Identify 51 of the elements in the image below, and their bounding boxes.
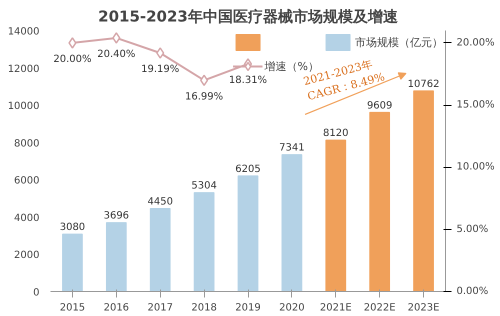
x-tick-label: 2021E [320, 302, 352, 314]
data-label: 19.19% [141, 64, 180, 75]
bar [150, 208, 171, 292]
data-label: 20.00% [53, 54, 92, 65]
y-tick-label: 6000 [14, 176, 40, 187]
bar [194, 192, 214, 292]
data-label: 5304 [191, 180, 217, 192]
y-tick-label: 2000 [14, 250, 40, 262]
bar [369, 112, 390, 292]
y2-tick-label: 15.00% [456, 100, 495, 111]
x-tick-label: 2019 [235, 302, 261, 314]
data-label: 10762 [408, 78, 440, 90]
x-tick-label: 2023E [408, 302, 440, 314]
chart-title: 2015-2023年中国医疗器械市场规模及增速 [98, 8, 399, 26]
y2-tick-label: 0.00% [456, 286, 488, 297]
x-tick-label: 2017 [148, 302, 173, 314]
x-tick-label: 2015 [60, 302, 86, 314]
x-tick-label: 2020 [279, 302, 305, 314]
data-label: 8120 [323, 128, 349, 140]
data-label: 16.99% [185, 91, 224, 102]
x-tick-label: 2016 [104, 302, 130, 314]
bar [325, 140, 346, 292]
data-label: 9609 [366, 100, 392, 112]
x-tick-label: 2018 [191, 302, 217, 314]
point [156, 47, 164, 59]
y-tick-label: 0 [33, 288, 40, 298]
y2-tick-label: 10.00% [456, 162, 495, 173]
data-label: 3080 [60, 222, 86, 234]
y-tick-label: 4000 [14, 212, 40, 224]
point [200, 74, 208, 86]
data-label: 7341 [279, 142, 305, 154]
point [112, 32, 120, 44]
data-label: 18.31% [228, 74, 268, 86]
bar [413, 90, 434, 292]
bar [282, 154, 302, 292]
data-label: 20.40% [97, 48, 136, 60]
data-label: 3696 [104, 210, 130, 222]
y-tick-label: 10000 [8, 101, 40, 112]
bar [238, 175, 258, 292]
x-tick-label: 2022E [364, 302, 396, 314]
bar [106, 222, 127, 292]
y-tick-label: 14000 [8, 26, 40, 38]
y-tick-label: 8000 [14, 138, 40, 150]
data-label: 6205 [235, 164, 261, 175]
legend-label: 市场规模（亿元） [355, 34, 443, 50]
y2-tick-label: 20.00% [456, 37, 495, 48]
y-tick-label: 12000 [8, 64, 40, 75]
bar [62, 234, 83, 292]
point [68, 37, 77, 49]
y2-tick-label: 5.00% [456, 224, 488, 235]
data-label: 4450 [148, 196, 173, 208]
